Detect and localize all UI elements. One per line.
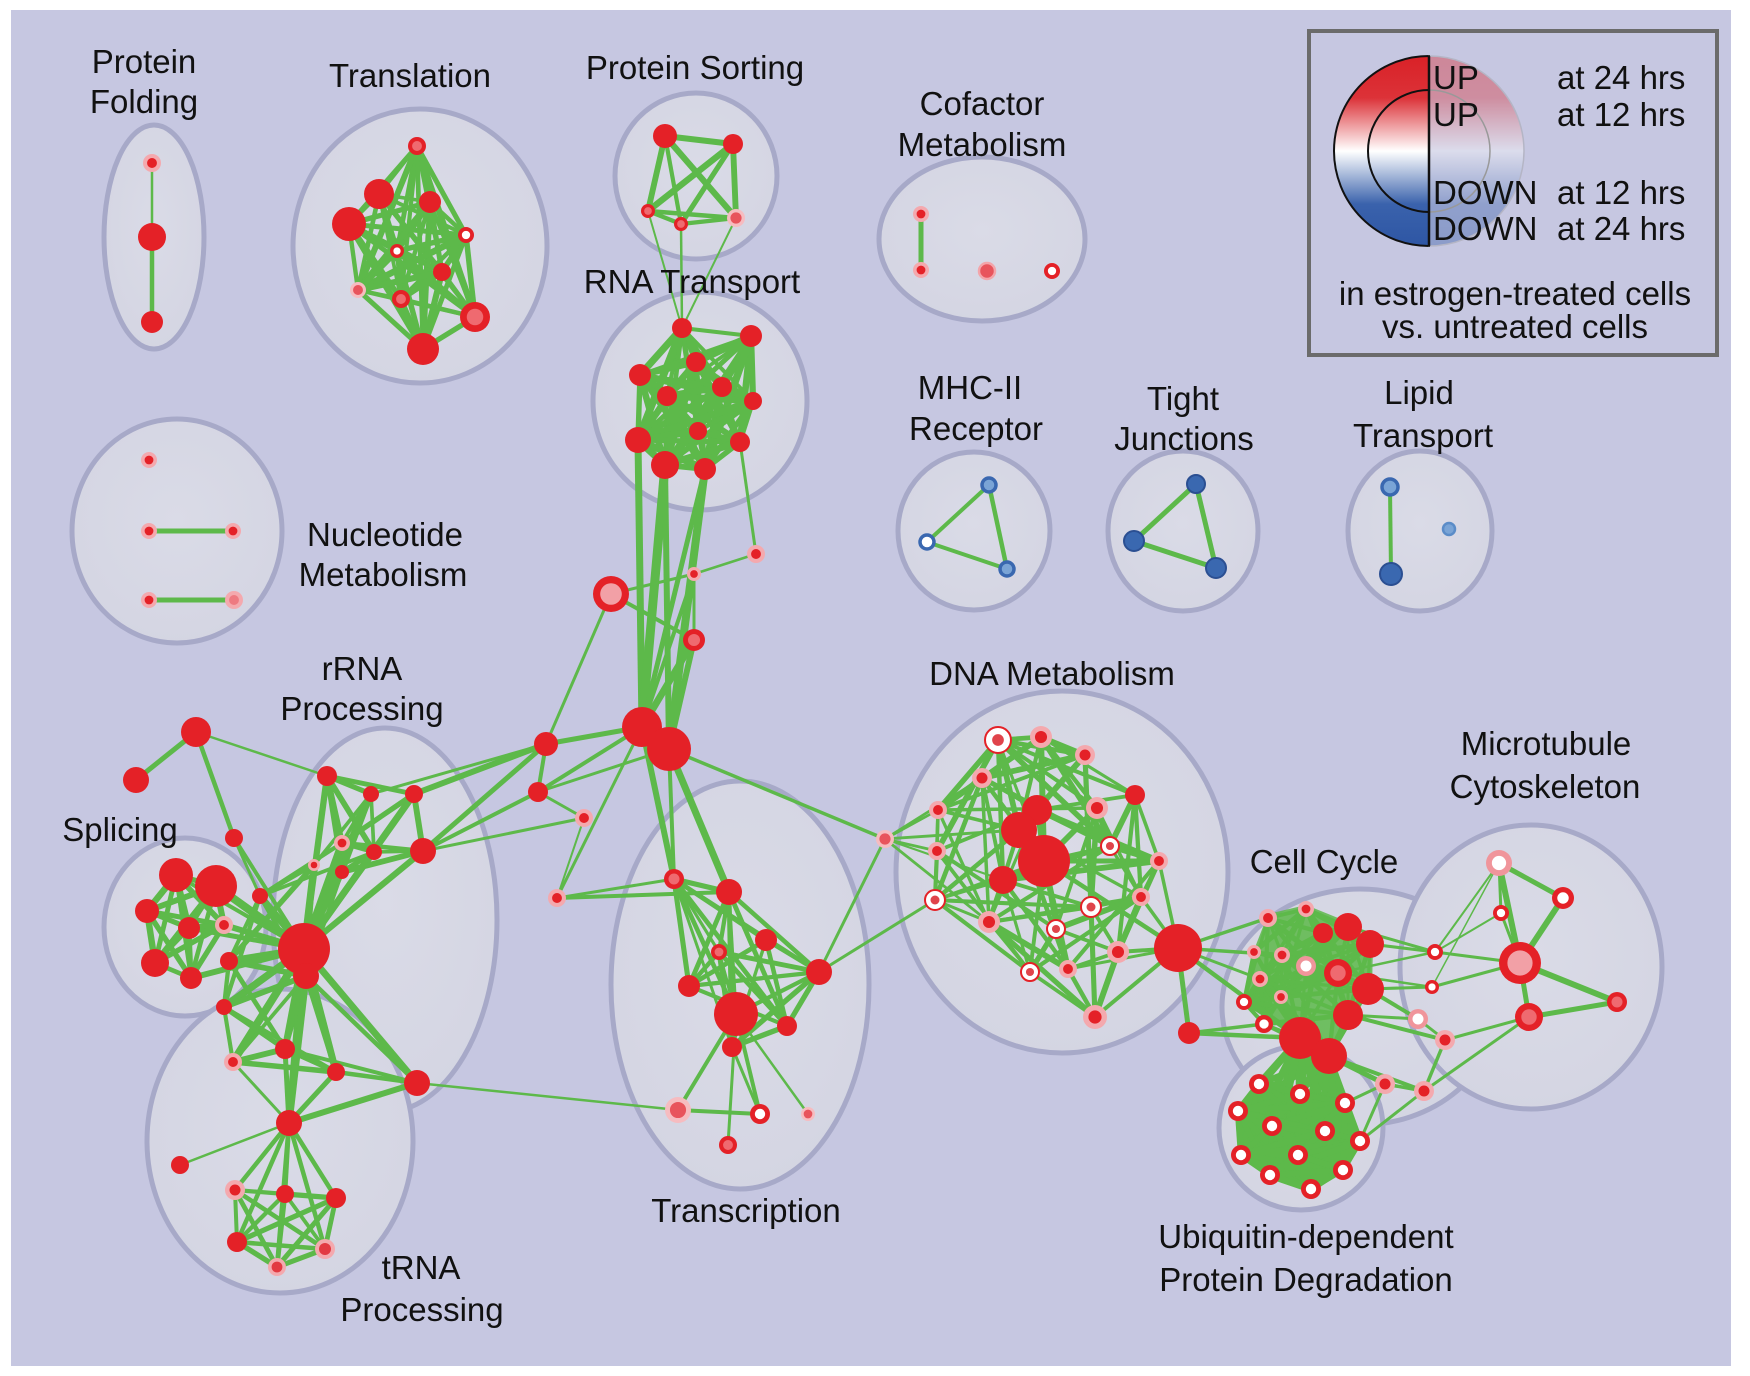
svg-text:Processing: Processing (280, 690, 443, 727)
svg-text:Ubiquitin-dependent: Ubiquitin-dependent (1158, 1218, 1453, 1255)
svg-text:rRNA: rRNA (322, 650, 403, 687)
svg-text:Processing: Processing (340, 1291, 503, 1328)
svg-text:Transport: Transport (1353, 417, 1493, 454)
svg-text:UP: UP (1433, 96, 1479, 133)
svg-text:Lipid: Lipid (1384, 374, 1454, 411)
svg-text:Translation: Translation (329, 57, 491, 94)
svg-text:at 12 hrs: at 12 hrs (1557, 96, 1685, 133)
svg-text:in estrogen-treated cells: in estrogen-treated cells (1339, 275, 1691, 312)
svg-text:DNA Metabolism: DNA Metabolism (929, 655, 1175, 692)
svg-text:MHC-II: MHC-II (918, 369, 1022, 406)
svg-text:Cytoskeleton: Cytoskeleton (1450, 768, 1641, 805)
svg-text:tRNA: tRNA (382, 1249, 461, 1286)
svg-text:DOWN: DOWN (1433, 210, 1537, 247)
svg-text:Receptor: Receptor (909, 410, 1043, 447)
svg-text:Metabolism: Metabolism (299, 556, 468, 593)
svg-text:UP: UP (1433, 59, 1479, 96)
svg-text:Protein Degradation: Protein Degradation (1159, 1261, 1453, 1298)
svg-text:Splicing: Splicing (62, 811, 178, 848)
svg-text:Tight: Tight (1147, 380, 1219, 417)
svg-text:at 24 hrs: at 24 hrs (1557, 210, 1685, 247)
svg-text:vs. untreated cells: vs. untreated cells (1382, 308, 1648, 345)
svg-text:Microtubule: Microtubule (1461, 725, 1632, 762)
svg-text:at 12 hrs: at 12 hrs (1557, 174, 1685, 211)
svg-text:Junctions: Junctions (1114, 420, 1253, 457)
svg-text:Metabolism: Metabolism (898, 126, 1067, 163)
svg-text:Nucleotide: Nucleotide (307, 516, 463, 553)
svg-text:Protein: Protein (92, 43, 197, 80)
svg-text:Folding: Folding (90, 83, 198, 120)
svg-text:Transcription: Transcription (651, 1192, 841, 1229)
svg-text:Cofactor: Cofactor (920, 85, 1045, 122)
svg-text:RNA Transport: RNA Transport (584, 263, 800, 300)
svg-text:Protein Sorting: Protein Sorting (586, 49, 804, 86)
svg-text:Cell Cycle: Cell Cycle (1250, 843, 1399, 880)
svg-text:DOWN: DOWN (1433, 174, 1537, 211)
svg-text:at 24 hrs: at 24 hrs (1557, 59, 1685, 96)
